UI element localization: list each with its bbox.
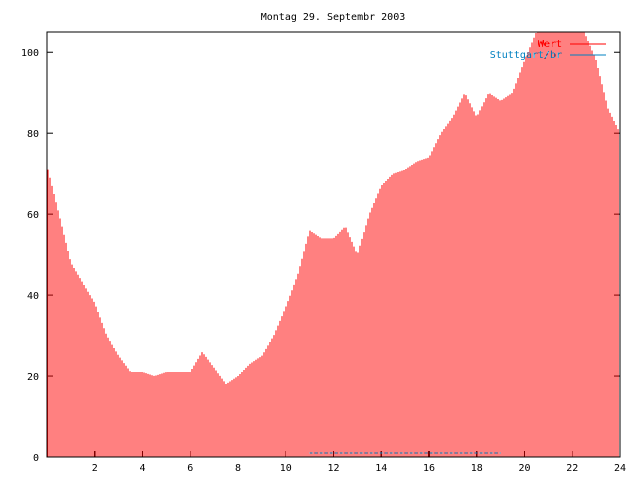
y-tick-label: 80 bbox=[27, 129, 39, 140]
x-tick-label: 2 bbox=[92, 463, 98, 474]
x-axis-ticks: 2 4 6 8 10 12 14 16 18 20 22 24 bbox=[92, 451, 626, 474]
x-tick-label: 14 bbox=[375, 463, 387, 474]
x-tick-label: 6 bbox=[187, 463, 193, 474]
x-tick-label: 16 bbox=[423, 463, 435, 474]
legend-label: Wert bbox=[538, 39, 562, 50]
plot-frame bbox=[46, 31, 621, 458]
x-tick-label: 22 bbox=[566, 463, 578, 474]
chart-title: Montag 29. Septembr 2003 bbox=[261, 12, 406, 23]
x-tick-label: 20 bbox=[518, 463, 530, 474]
legend-label: Stuttgart/br bbox=[490, 50, 562, 61]
x-tick-label: 24 bbox=[614, 463, 626, 474]
x-tick-label: 12 bbox=[327, 463, 339, 474]
x-tick-label: 10 bbox=[280, 463, 292, 474]
y-tick-label: 60 bbox=[27, 210, 39, 221]
bar-series-group bbox=[47, 32, 619, 457]
x-tick-label: 4 bbox=[139, 463, 145, 474]
y-tick-label: 0 bbox=[33, 453, 39, 464]
y-tick-label: 100 bbox=[21, 48, 39, 59]
y-tick-label: 20 bbox=[27, 372, 39, 383]
x-tick-label: 18 bbox=[471, 463, 483, 474]
y-tick-label: 40 bbox=[27, 291, 39, 302]
x-tick-label: 8 bbox=[235, 463, 241, 474]
